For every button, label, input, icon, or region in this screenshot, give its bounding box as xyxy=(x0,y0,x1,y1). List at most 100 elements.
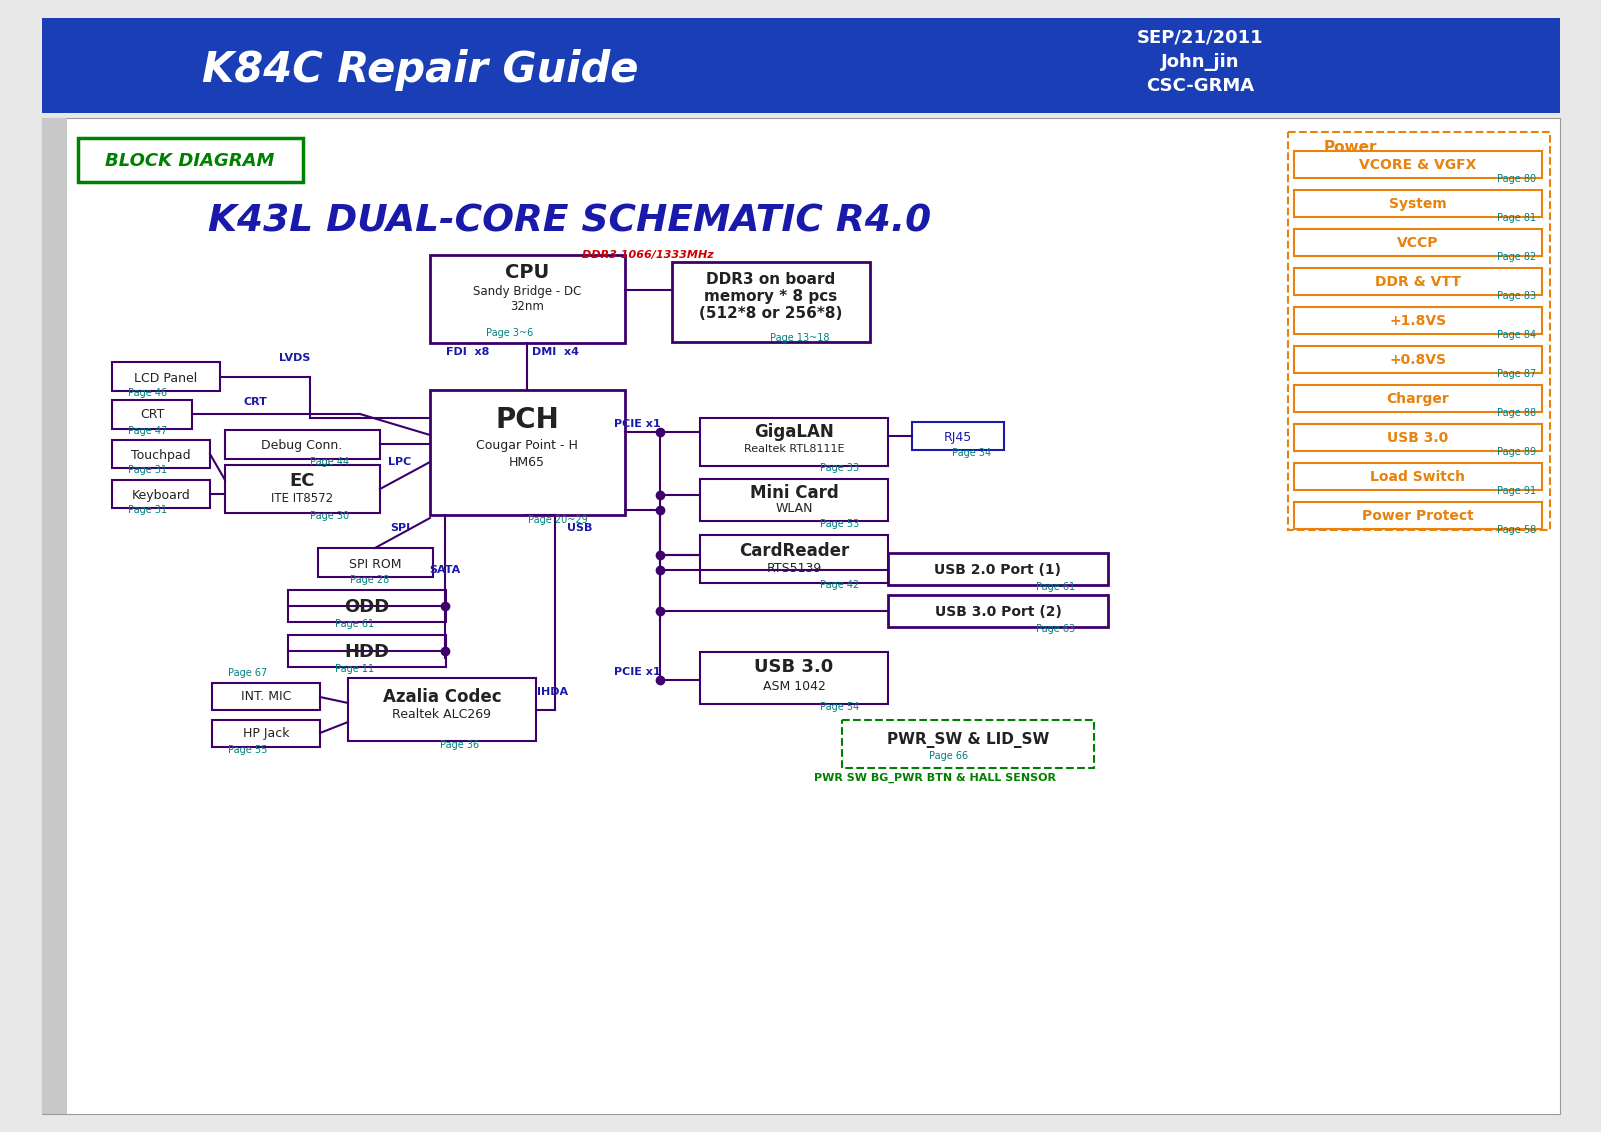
Text: Page 82: Page 82 xyxy=(1497,252,1535,261)
Text: Sandy Bridge - DC: Sandy Bridge - DC xyxy=(472,284,581,298)
Bar xyxy=(42,118,1559,1114)
Bar xyxy=(431,255,624,343)
Text: Realtek ALC269: Realtek ALC269 xyxy=(392,709,492,721)
Text: PCH: PCH xyxy=(495,406,559,434)
Text: Page 13~18: Page 13~18 xyxy=(770,333,829,343)
Bar xyxy=(700,479,889,521)
Text: VCORE & VGFX: VCORE & VGFX xyxy=(1359,158,1476,172)
Bar xyxy=(42,18,1559,113)
Text: GigaLAN: GigaLAN xyxy=(754,423,834,441)
Bar xyxy=(1287,132,1550,530)
Text: CardReader: CardReader xyxy=(740,542,849,560)
Bar xyxy=(700,535,889,583)
Text: Page 84: Page 84 xyxy=(1497,331,1535,340)
Text: USB 2.0 Port (1): USB 2.0 Port (1) xyxy=(935,563,1061,577)
Text: Page 36: Page 36 xyxy=(440,740,480,751)
Bar xyxy=(112,362,219,391)
Text: SPI ROM: SPI ROM xyxy=(349,557,402,571)
Text: Page 80: Page 80 xyxy=(1497,174,1535,185)
Text: LVDS: LVDS xyxy=(279,353,311,363)
Text: PWR SW BG_PWR BTN & HALL SENSOR: PWR SW BG_PWR BTN & HALL SENSOR xyxy=(813,773,1057,783)
Text: IHDA: IHDA xyxy=(538,687,568,697)
Text: Page 87: Page 87 xyxy=(1497,369,1535,379)
Text: WLAN: WLAN xyxy=(775,503,813,515)
Bar xyxy=(700,418,889,466)
Text: Page 11: Page 11 xyxy=(336,664,375,674)
Text: Page 81: Page 81 xyxy=(1497,213,1535,223)
Text: INT. MIC: INT. MIC xyxy=(240,691,291,703)
Text: USB 3.0: USB 3.0 xyxy=(1388,431,1449,445)
Bar xyxy=(347,678,536,741)
Text: Page 53: Page 53 xyxy=(820,518,860,529)
Text: DDR3 on board: DDR3 on board xyxy=(706,273,836,288)
Text: PCIE x1: PCIE x1 xyxy=(613,667,660,677)
Text: PCIE x1: PCIE x1 xyxy=(613,419,660,429)
Bar xyxy=(1294,190,1542,217)
Text: DDR3 1066/1333MHz: DDR3 1066/1333MHz xyxy=(583,250,714,260)
Bar xyxy=(672,261,869,342)
Text: HP Jack: HP Jack xyxy=(243,728,290,740)
Text: Page 44: Page 44 xyxy=(311,457,349,468)
Bar xyxy=(1294,268,1542,295)
Text: Page 61: Page 61 xyxy=(1036,582,1074,592)
Bar xyxy=(889,554,1108,585)
Text: CRT: CRT xyxy=(243,397,267,408)
Text: PWR_SW & LID_SW: PWR_SW & LID_SW xyxy=(887,732,1049,748)
Text: FDI  x8: FDI x8 xyxy=(447,348,490,357)
Text: Page 28: Page 28 xyxy=(351,575,389,585)
Text: K43L DUAL-CORE SCHEMATIC R4.0: K43L DUAL-CORE SCHEMATIC R4.0 xyxy=(208,204,932,240)
Text: Keyboard: Keyboard xyxy=(131,489,191,501)
Text: Page 33: Page 33 xyxy=(820,463,860,473)
Text: SATA: SATA xyxy=(429,565,461,575)
Text: USB 3.0: USB 3.0 xyxy=(754,658,834,676)
Text: Power: Power xyxy=(1324,140,1377,155)
Text: Page 30: Page 30 xyxy=(311,511,349,521)
Text: +0.8VS: +0.8VS xyxy=(1390,353,1446,367)
Bar xyxy=(112,440,210,468)
Text: Page 42: Page 42 xyxy=(820,580,860,590)
Text: Debug Conn.: Debug Conn. xyxy=(261,439,343,453)
Text: Azalia Codec: Azalia Codec xyxy=(383,688,501,706)
Text: DDR & VTT: DDR & VTT xyxy=(1375,275,1462,289)
Text: Page 67: Page 67 xyxy=(229,668,267,678)
Text: RJ45: RJ45 xyxy=(945,430,972,444)
Bar xyxy=(226,430,379,458)
Bar xyxy=(211,720,320,747)
Text: Mini Card: Mini Card xyxy=(749,484,839,501)
Text: +1.8VS: +1.8VS xyxy=(1390,314,1447,328)
Text: HDD: HDD xyxy=(344,643,389,661)
Text: HM65: HM65 xyxy=(509,455,544,469)
Bar xyxy=(431,391,624,515)
Text: Page 54: Page 54 xyxy=(820,702,860,712)
Text: EC: EC xyxy=(290,472,315,490)
Text: Page 61: Page 61 xyxy=(336,619,375,629)
Text: RTS5139: RTS5139 xyxy=(767,561,821,575)
Text: USB: USB xyxy=(567,523,592,533)
Bar xyxy=(78,138,303,182)
Bar xyxy=(889,595,1108,627)
Bar xyxy=(1294,501,1542,529)
Bar xyxy=(1294,424,1542,451)
Bar xyxy=(288,635,447,667)
Bar xyxy=(112,480,210,508)
Bar xyxy=(1294,151,1542,178)
Text: memory * 8 pcs: memory * 8 pcs xyxy=(704,290,837,305)
Bar xyxy=(842,720,1093,767)
Bar xyxy=(1294,229,1542,256)
Text: System: System xyxy=(1390,197,1447,211)
Text: Load Switch: Load Switch xyxy=(1370,470,1465,484)
Text: Page 55: Page 55 xyxy=(229,745,267,755)
Text: Page 34: Page 34 xyxy=(953,448,991,458)
Text: Page 91: Page 91 xyxy=(1497,486,1535,496)
Text: Page 83: Page 83 xyxy=(1497,291,1535,301)
Text: Page 3~6: Page 3~6 xyxy=(487,328,533,338)
Text: Page 31: Page 31 xyxy=(128,505,168,515)
Text: Power Protect: Power Protect xyxy=(1362,509,1475,523)
Text: USB 3.0 Port (2): USB 3.0 Port (2) xyxy=(935,604,1061,619)
Bar xyxy=(700,652,889,704)
Text: Page 63: Page 63 xyxy=(1036,624,1074,634)
Text: Page 47: Page 47 xyxy=(128,426,168,436)
Bar xyxy=(112,400,192,429)
Text: CRT: CRT xyxy=(139,409,165,421)
Text: Page 66: Page 66 xyxy=(929,751,969,761)
